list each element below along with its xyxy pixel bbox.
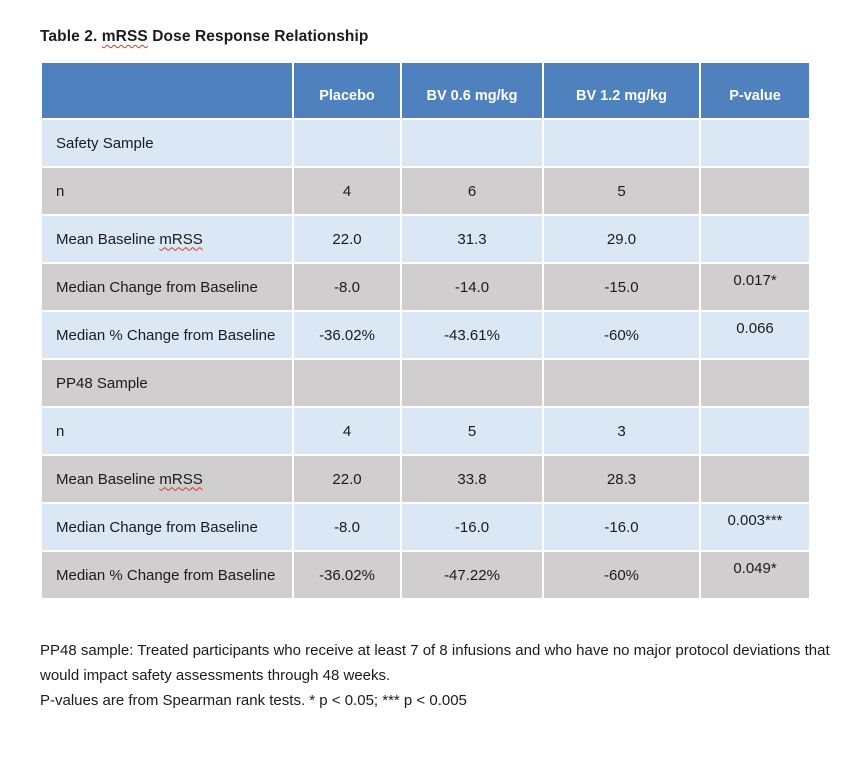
cell-value: -60% — [542, 550, 701, 600]
misspelled-word: mRSS — [159, 230, 203, 248]
table-row-safety-n: n 4 6 5 — [40, 166, 811, 216]
row-label: Median % Change from Baseline — [40, 550, 294, 600]
page-title: Table 2. mRSS Dose Response Relationship — [40, 28, 817, 46]
cell-value: -36.02% — [292, 310, 402, 360]
cell-pvalue — [699, 406, 811, 456]
row-label: Safety Sample — [40, 118, 294, 168]
row-label-text: Mean Baseline — [56, 470, 160, 488]
table-row-pp48-median-pct-change: Median % Change from Baseline -36.02% -4… — [40, 550, 811, 600]
cell-pvalue — [699, 358, 811, 408]
misspelled-word: mRSS — [101, 28, 148, 45]
cell-pvalue: 0.066 — [699, 310, 811, 360]
table-row-safety-median-pct-change: Median % Change from Baseline -36.02% -4… — [40, 310, 811, 360]
cell-value — [542, 118, 701, 168]
cell-value: 33.8 — [400, 454, 544, 504]
cell-value: 4 — [292, 406, 402, 456]
header-cell-pvalue: P-value — [699, 61, 811, 120]
table-row-safety-mean-baseline: Mean Baseline mRSS 22.0 31.3 29.0 — [40, 214, 811, 264]
header-cell-empty — [40, 61, 294, 120]
table-row-pp48-median-change: Median Change from Baseline -8.0 -16.0 -… — [40, 502, 811, 552]
cell-value: -43.61% — [400, 310, 544, 360]
row-label: n — [40, 166, 294, 216]
cell-value: -16.0 — [542, 502, 701, 552]
table-row-pp48-n: n 4 5 3 — [40, 406, 811, 456]
cell-pvalue — [699, 118, 811, 168]
cell-value: -47.22% — [400, 550, 544, 600]
row-label-text: Mean Baseline — [56, 230, 160, 248]
table-row-pp48-sample: PP48 Sample — [40, 358, 811, 408]
cell-value — [400, 118, 544, 168]
title-text-post: Dose Response Relationship — [147, 28, 369, 45]
row-label: Median Change from Baseline — [40, 502, 294, 552]
dose-response-table: Placebo BV 0.6 mg/kg BV 1.2 mg/kg P-valu… — [40, 61, 811, 600]
cell-value — [542, 358, 701, 408]
header-cell-placebo: Placebo — [292, 61, 402, 120]
cell-value: 31.3 — [400, 214, 544, 264]
cell-pvalue: 0.049* — [699, 550, 811, 600]
cell-value: -15.0 — [542, 262, 701, 312]
cell-value: -60% — [542, 310, 701, 360]
misspelled-word: mRSS — [159, 470, 203, 488]
table-row-safety-median-change: Median Change from Baseline -8.0 -14.0 -… — [40, 262, 811, 312]
cell-pvalue — [699, 166, 811, 216]
cell-pvalue: 0.003*** — [699, 502, 811, 552]
cell-value: -8.0 — [292, 502, 402, 552]
table-row-safety-sample: Safety Sample — [40, 118, 811, 168]
cell-value: -14.0 — [400, 262, 544, 312]
table-row-pp48-mean-baseline: Mean Baseline mRSS 22.0 33.8 28.3 — [40, 454, 811, 504]
row-label: Median % Change from Baseline — [40, 310, 294, 360]
row-label: Mean Baseline mRSS — [40, 454, 294, 504]
cell-value — [400, 358, 544, 408]
header-row: Placebo BV 0.6 mg/kg BV 1.2 mg/kg P-valu… — [40, 61, 811, 120]
row-label: Median Change from Baseline — [40, 262, 294, 312]
cell-value: 28.3 — [542, 454, 701, 504]
cell-value: 22.0 — [292, 214, 402, 264]
cell-pvalue — [699, 454, 811, 504]
cell-value: 3 — [542, 406, 701, 456]
cell-value: 4 — [292, 166, 402, 216]
header-cell-bv-12: BV 1.2 mg/kg — [542, 61, 701, 120]
footnotes-block: PP48 sample: Treated participants who re… — [40, 638, 830, 713]
cell-value: 22.0 — [292, 454, 402, 504]
cell-value: 5 — [400, 406, 544, 456]
cell-pvalue — [699, 214, 811, 264]
row-label: Mean Baseline mRSS — [40, 214, 294, 264]
cell-value: 5 — [542, 166, 701, 216]
cell-pvalue: 0.017* — [699, 262, 811, 312]
cell-value: -16.0 — [400, 502, 544, 552]
cell-value: 6 — [400, 166, 544, 216]
row-label: PP48 Sample — [40, 358, 294, 408]
cell-value: -36.02% — [292, 550, 402, 600]
footnote-pvalue-note: P-values are from Spearman rank tests. *… — [40, 692, 467, 709]
header-cell-bv-06: BV 0.6 mg/kg — [400, 61, 544, 120]
cell-value — [292, 118, 402, 168]
cell-value: 29.0 — [542, 214, 701, 264]
cell-value — [292, 358, 402, 408]
title-text-pre: Table 2. — [40, 28, 102, 45]
row-label: n — [40, 406, 294, 456]
footnote-pp48-definition: PP48 sample: Treated participants who re… — [40, 642, 830, 684]
cell-value: -8.0 — [292, 262, 402, 312]
